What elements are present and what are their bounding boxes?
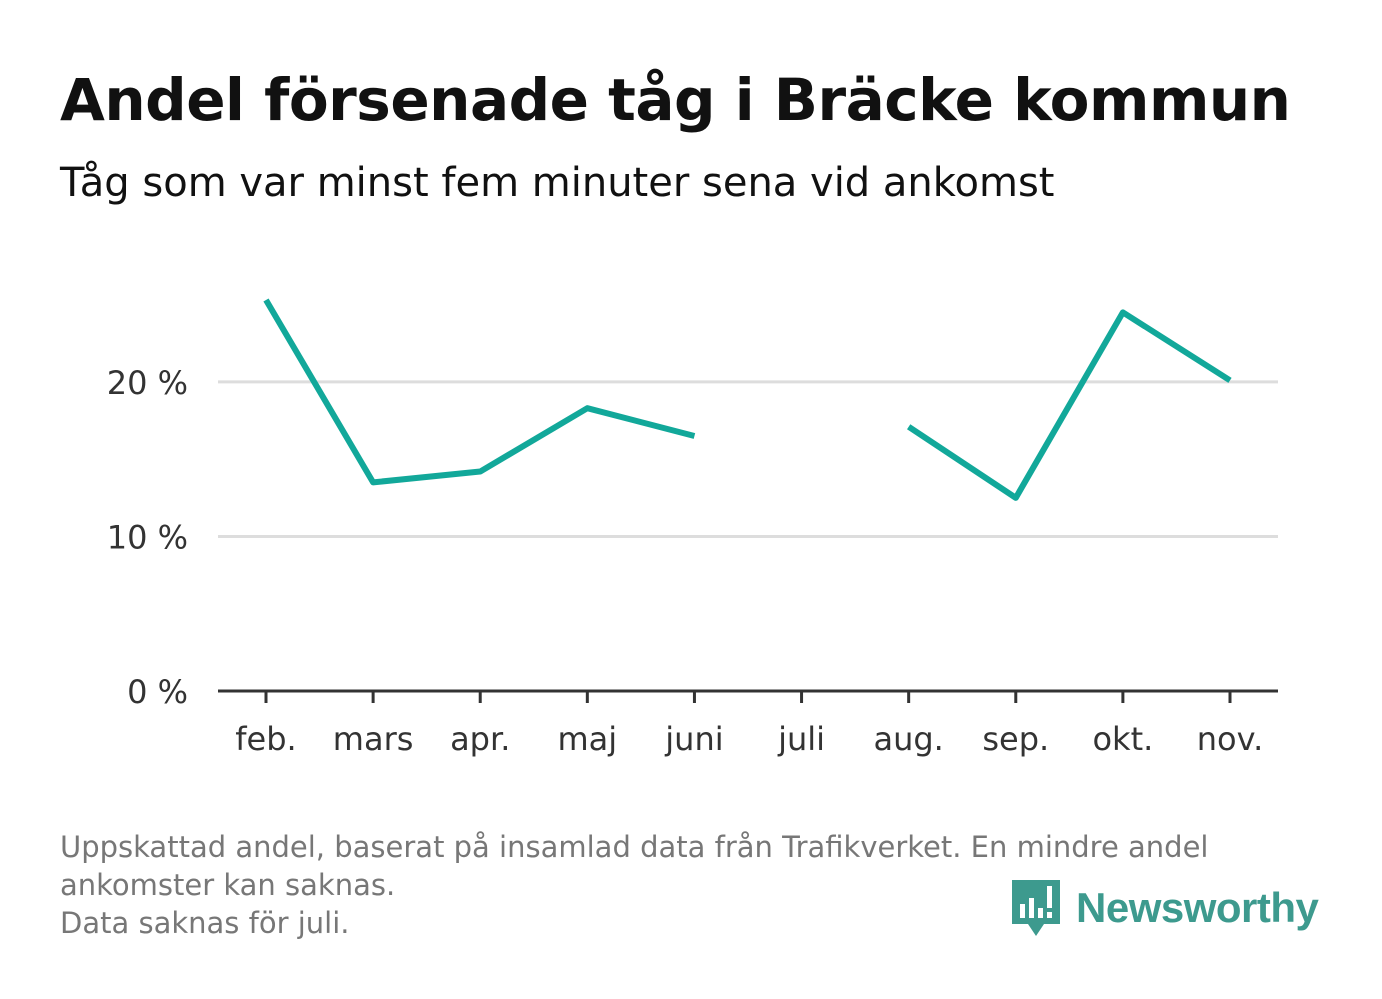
series-lines bbox=[263, 298, 1232, 501]
bar-chart-speech-bubble-icon bbox=[1012, 880, 1060, 936]
footnote: Uppskattad andel, baserat på insamlad da… bbox=[60, 828, 1320, 942]
footnote-line-3: Data saknas för juli. bbox=[60, 906, 350, 940]
chart-subtitle: Tåg som var minst fem minuter sena vid a… bbox=[60, 160, 1055, 206]
x-tick-label: aug. bbox=[873, 720, 943, 758]
x-tick-label: juni bbox=[664, 720, 723, 758]
y-axis-ticks: 0 % 10 % 20 % bbox=[107, 364, 188, 711]
x-tick-label: sep. bbox=[982, 720, 1049, 758]
y-tick-label: 10 % bbox=[107, 518, 188, 556]
y-tick-label: 20 % bbox=[107, 364, 188, 402]
footnote-line-2: ankomster kan saknas. bbox=[60, 868, 396, 902]
y-tick-label: 0 % bbox=[127, 673, 188, 711]
x-tick-label: feb. bbox=[235, 720, 296, 758]
x-tick-label: maj bbox=[557, 720, 617, 758]
series-line-segment bbox=[907, 309, 1232, 501]
x-tick-label: juli bbox=[777, 720, 825, 758]
logo-text: Newsworthy bbox=[1076, 884, 1319, 931]
newsworthy-logo: Newsworthy bbox=[1010, 878, 1319, 938]
x-tick-label: mars bbox=[333, 720, 414, 758]
x-tick-label: nov. bbox=[1197, 720, 1263, 758]
x-axis: feb. mars apr. maj juni juli aug. sep. okt. nov. bbox=[218, 689, 1278, 758]
x-tick-label: apr. bbox=[450, 720, 510, 758]
series-line-segment bbox=[263, 298, 696, 486]
footnote-line-1: Uppskattad andel, baserat på insamlad da… bbox=[60, 830, 1209, 864]
x-tick-label: okt. bbox=[1092, 720, 1153, 758]
chart-title: Andel försenade tåg i Bräcke kommun bbox=[60, 66, 1291, 134]
gridlines bbox=[218, 380, 1278, 538]
